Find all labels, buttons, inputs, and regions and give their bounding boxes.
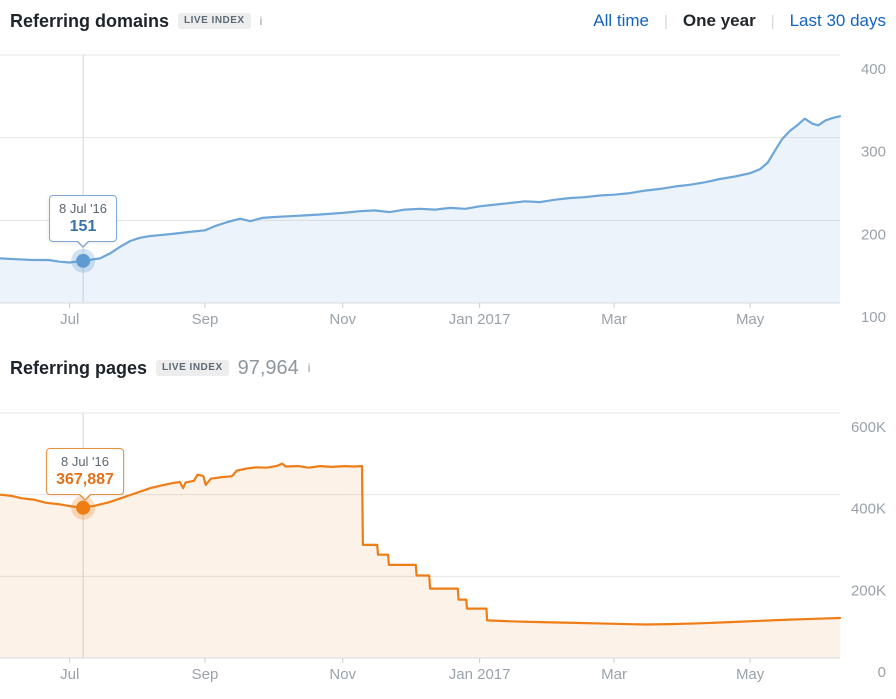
pages-tooltip-value: 367,887	[56, 471, 114, 488]
domains-info-icon[interactable]: i	[259, 14, 263, 28]
pages-x-axis-label: Jul	[60, 666, 79, 683]
domains-x-axis-label: May	[736, 311, 765, 328]
pages-live-index-count: 97,964	[237, 357, 299, 379]
pages-area-fill	[0, 463, 840, 658]
pages-x-axis-label: Nov	[329, 666, 356, 683]
pages-x-axis-label: Jan 2017	[449, 666, 511, 683]
pages-info-icon[interactable]: i	[307, 361, 311, 375]
pages-tooltip: 8 Jul '16 367,887	[46, 448, 124, 501]
tab-separator: |	[664, 12, 668, 30]
tab-last-30-days[interactable]: Last 30 days	[789, 11, 886, 30]
pages-x-axis-label: May	[736, 666, 765, 683]
domains-y-axis-label: 400	[861, 61, 886, 78]
domains-tooltip: 8 Jul '16 151	[48, 195, 118, 248]
pages-x-axis-label: Sep	[192, 666, 219, 683]
domains-x-axis-label: Nov	[329, 311, 356, 328]
domains-y-axis-label: 200	[861, 226, 886, 243]
pages-y-axis-label: 600K	[851, 419, 886, 436]
pages-y-axis-label: 200K	[851, 582, 886, 599]
pages-series-line	[0, 462, 842, 626]
pages-header: Referring pages LIVE INDEX 97,964 i	[10, 357, 310, 379]
domains-y-axis-label: 300	[861, 144, 886, 161]
pages-title: Referring pages	[10, 358, 148, 378]
tab-all-time[interactable]: All time	[593, 11, 650, 30]
domains-x-axis-label: Sep	[192, 311, 219, 328]
pages-x-axis-label: Mar	[601, 666, 627, 683]
domains-x-axis-label: Mar	[601, 311, 627, 328]
pages-live-index-badge: LIVE INDEX	[156, 360, 229, 376]
domains-area-fill	[0, 116, 840, 303]
domains-title: Referring domains	[10, 11, 170, 31]
time-range-tabs: All time | One year | Last 30 days	[593, 11, 886, 31]
domains-series-line	[0, 115, 842, 264]
pages-y-axis-label: 400K	[851, 501, 886, 518]
domains-tooltip-value: 151	[69, 218, 97, 235]
domains-x-axis-label: Jul	[60, 311, 79, 328]
pages-y-axis-label: 0	[878, 664, 886, 681]
tab-one-year[interactable]: One year	[682, 11, 756, 30]
domains-live-index-badge: LIVE INDEX	[178, 13, 251, 29]
domains-header: Referring domains LIVE INDEX i	[10, 10, 262, 32]
domains-y-axis-label: 100	[861, 309, 886, 326]
domains-tooltip-date: 8 Jul '16	[58, 201, 108, 216]
tab-separator: |	[770, 12, 775, 30]
domains-marker-point[interactable]	[76, 253, 91, 268]
domains-x-axis-label: Jan 2017	[449, 311, 511, 328]
pages-tooltip-date: 8 Jul '16	[60, 454, 109, 469]
